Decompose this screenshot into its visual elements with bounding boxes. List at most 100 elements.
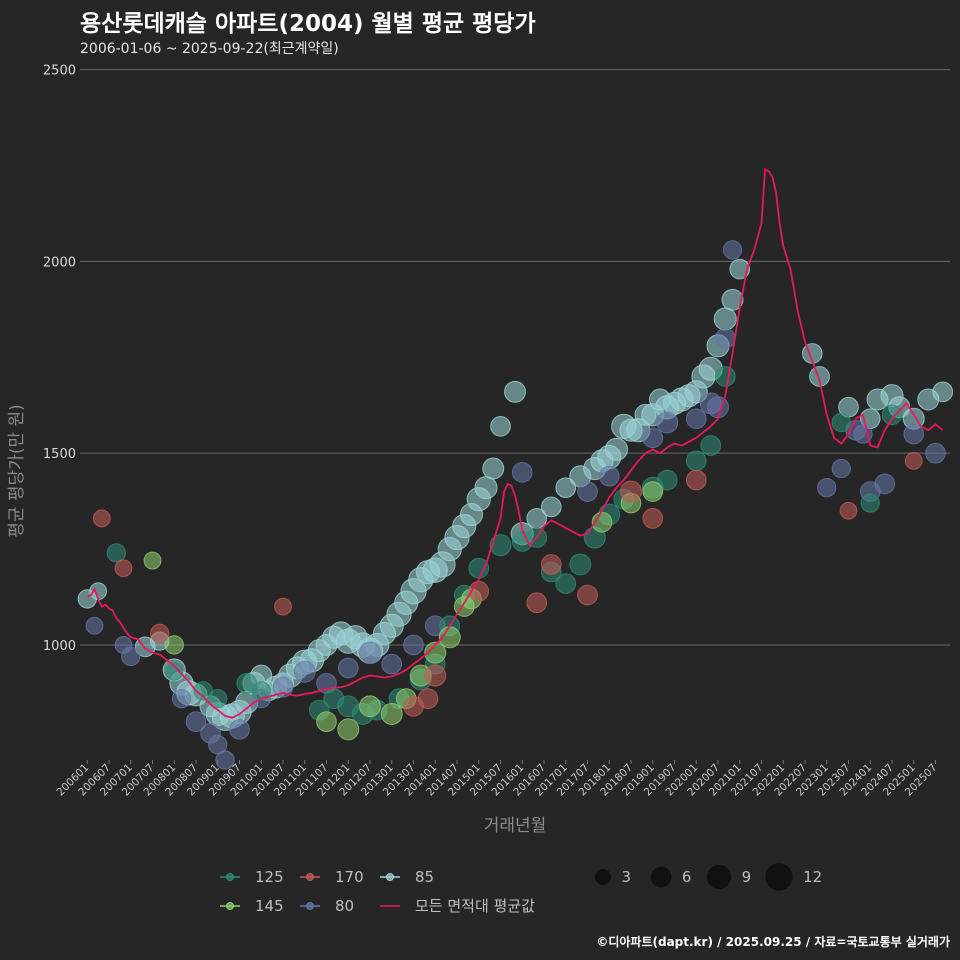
legend-label: 모든 면적대 평균값 — [415, 897, 535, 915]
data-point-125 — [251, 681, 271, 701]
data-point-125 — [106, 543, 126, 563]
data-point-80 — [831, 458, 851, 479]
y-tick-label: 2000 — [43, 255, 76, 270]
data-point-80 — [714, 327, 736, 349]
data-point-125 — [208, 688, 228, 709]
data-point-80 — [598, 465, 620, 487]
size-legend-circle — [765, 863, 793, 891]
size-legend-label: 9 — [742, 868, 752, 886]
data-point-170 — [642, 508, 664, 529]
data-point-80 — [722, 240, 743, 260]
data-point-145 — [380, 703, 403, 725]
size-legend-circle — [594, 868, 612, 886]
series-line-average — [86, 167, 944, 719]
data-point-80 — [185, 711, 207, 732]
data-point-125 — [165, 662, 184, 681]
data-point-170 — [92, 509, 111, 528]
data-point-145 — [424, 641, 447, 664]
data-point-125 — [468, 557, 490, 579]
data-point-80 — [925, 442, 946, 464]
data-point-85 — [713, 307, 737, 331]
data-point-170 — [526, 592, 548, 614]
data-point-80 — [707, 396, 729, 419]
data-point-85 — [809, 366, 830, 387]
data-point-80 — [293, 660, 316, 683]
size-legend-circle — [706, 864, 732, 890]
y-axis-title: 평균 평당가(만 원) — [7, 404, 27, 538]
legend-key-dot — [226, 873, 234, 881]
data-point-85 — [540, 496, 562, 518]
y-tick-label: 1000 — [43, 639, 76, 654]
data-point-125 — [831, 412, 851, 433]
data-point-125 — [860, 493, 880, 513]
data-point-80 — [903, 423, 925, 445]
data-point-80 — [685, 408, 707, 430]
data-point-80 — [656, 411, 679, 434]
data-point-85 — [729, 258, 751, 280]
legend-key-dot — [386, 873, 394, 881]
data-point-80 — [577, 481, 598, 502]
data-point-125 — [714, 366, 736, 387]
chart-caption: ©디아파트(dapt.kr) / 2025.09.25 / 자료=국토교통부 실… — [596, 935, 950, 949]
y-tick-label: 2500 — [43, 64, 76, 79]
data-point-170 — [620, 480, 642, 503]
data-point-85 — [604, 437, 629, 461]
data-point-80 — [337, 657, 359, 679]
legend-key-dot — [306, 873, 314, 881]
data-point-125 — [881, 404, 903, 426]
legend-label: 85 — [415, 868, 434, 886]
data-point-170 — [114, 559, 133, 578]
data-point-80 — [874, 473, 896, 495]
data-point-85 — [555, 477, 577, 499]
data-point-145 — [143, 551, 162, 570]
legend-label: 170 — [335, 868, 364, 886]
data-point-125 — [685, 450, 707, 472]
legend-label: 145 — [255, 897, 284, 915]
data-point-80 — [642, 427, 664, 449]
size-legend-label: 3 — [622, 868, 632, 886]
data-point-80 — [403, 634, 424, 656]
data-point-125 — [489, 534, 512, 557]
data-point-145 — [316, 711, 337, 732]
data-point-145 — [359, 695, 381, 718]
data-point-170 — [839, 501, 858, 520]
data-point-80 — [272, 676, 294, 698]
data-point-170 — [424, 664, 447, 687]
data-point-85 — [721, 288, 744, 311]
data-point-85 — [504, 380, 526, 403]
size-legend-circle — [650, 866, 672, 888]
data-point-80 — [359, 641, 381, 664]
legend-label: 80 — [335, 897, 354, 915]
chart-subtitle: 2006-01-06 ~ 2025-09-22(최근계약일) — [80, 41, 339, 57]
data-point-145 — [164, 635, 184, 655]
x-axis-title: 거래년월 — [484, 816, 547, 836]
data-point-80 — [229, 718, 250, 740]
data-point-170 — [577, 584, 598, 606]
data-point-170 — [417, 688, 439, 709]
data-point-80 — [853, 424, 873, 444]
legend-key-dot — [226, 902, 234, 910]
data-point-80 — [215, 750, 235, 770]
data-point-80 — [171, 688, 192, 709]
data-point-125 — [555, 573, 577, 594]
data-point-80 — [121, 646, 141, 667]
data-point-80 — [381, 653, 403, 675]
data-point-170 — [904, 451, 923, 470]
data-point-170 — [274, 597, 292, 616]
data-point-145 — [337, 718, 360, 741]
size-legend-label: 6 — [682, 868, 692, 886]
data-point-85 — [490, 416, 511, 437]
data-point-170 — [540, 554, 562, 575]
data-point-170 — [150, 623, 170, 644]
data-point-125 — [700, 435, 722, 456]
data-point-145 — [642, 481, 664, 502]
size-legend-label: 12 — [803, 868, 822, 886]
legend-key-dot — [306, 902, 314, 910]
y-tick-label: 1500 — [43, 447, 76, 462]
data-point-85 — [932, 381, 954, 403]
data-point-85 — [482, 457, 505, 480]
data-point-170 — [685, 469, 707, 491]
legend-label: 125 — [255, 868, 284, 886]
